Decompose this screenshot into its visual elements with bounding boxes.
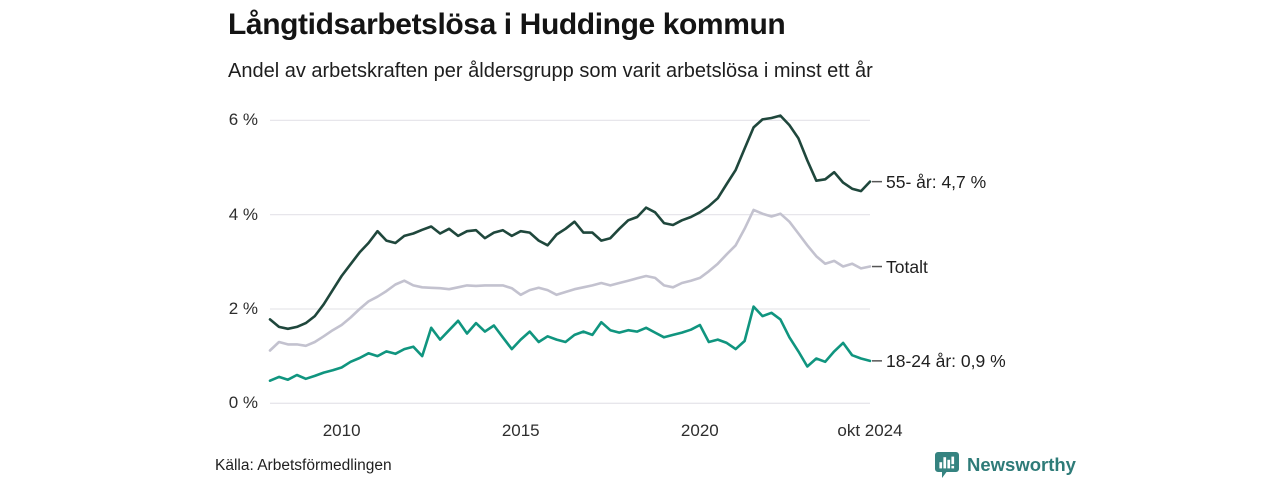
series-line-totalt	[268, 208, 872, 352]
series-line-55-r	[268, 114, 872, 331]
page-title: Långtidsarbetslösa i Huddinge kommun	[228, 8, 786, 41]
series-end-label-2: 18-24 år: 0,9 %	[886, 350, 1006, 371]
y-tick-label-4: 4 %	[228, 204, 258, 224]
y-tick-label-2: 2 %	[228, 298, 258, 318]
newsworthy-brand-text: Newsworthy	[967, 454, 1076, 475]
y-tick-label-6: 6 %	[228, 110, 258, 130]
chart-subtitle: Andel av arbetskraften per åldersgrupp s…	[228, 60, 873, 82]
series-end-label-0: 55- år: 4,7 %	[886, 171, 987, 192]
x-tick-label-3: okt 2024	[837, 421, 903, 440]
x-tick-label-1: 2015	[501, 421, 540, 440]
series-end-label-1: Totalt	[886, 256, 928, 277]
newsworthy-brand-link[interactable]: Newsworthy	[934, 450, 1076, 480]
bar-chart-speech-bubble-icon	[935, 452, 959, 478]
x-tick-label-0: 2010	[322, 421, 361, 440]
x-tick-label-2: 2020	[680, 421, 719, 440]
y-tick-label-0: 0 %	[228, 393, 258, 413]
series-line-18-24-r	[268, 305, 872, 383]
source-note: Källa: Arbetsförmedlingen	[215, 457, 392, 474]
